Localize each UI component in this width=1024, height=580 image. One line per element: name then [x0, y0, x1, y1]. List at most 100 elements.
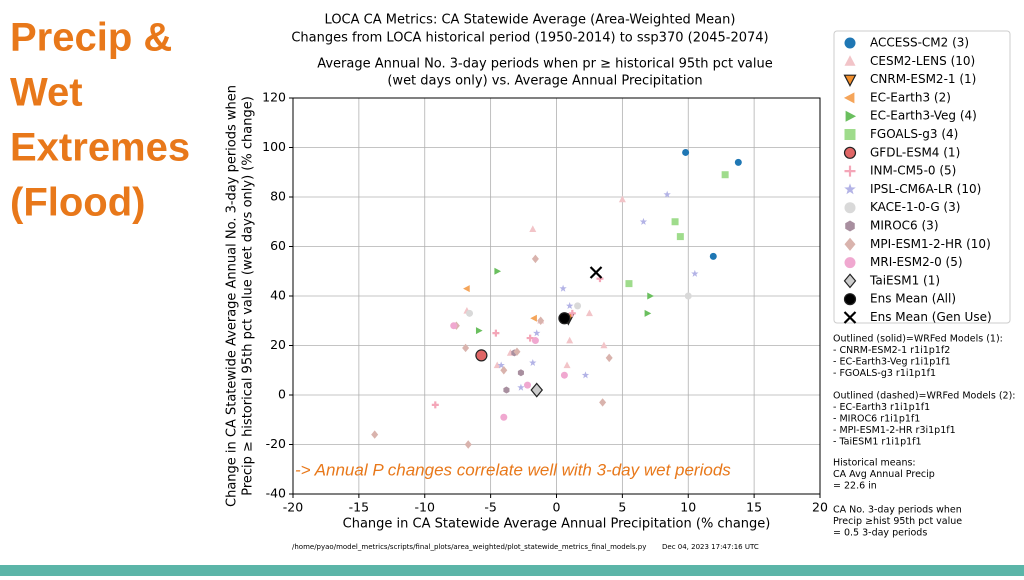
y-axis-label: Precip ≥ historical 95th pct value (wet …: [241, 96, 256, 496]
legend-label: EC-Earth3 (2): [870, 90, 951, 104]
x-tick-label: -20: [283, 500, 303, 515]
legend-label: MIROC6 (3): [870, 219, 939, 233]
note: - CNRM-ESM2-1 r1i1p1f2: [833, 345, 950, 356]
note: - MIROC6 r1i1p1f1: [833, 414, 920, 425]
legend-marker: [843, 311, 857, 324]
note: CA Avg Annual Precip: [833, 469, 935, 480]
legend-marker: [843, 74, 857, 87]
marker: [600, 341, 608, 349]
legend-marker: [845, 220, 855, 232]
marker: [559, 284, 567, 292]
marker: [513, 347, 521, 356]
legend-label: MRI-ESM2-0 (5): [870, 255, 963, 269]
marker: [682, 148, 690, 156]
marker: [581, 371, 590, 379]
footer-bar: [0, 565, 1024, 576]
marker: [644, 309, 652, 317]
y-tick-label: 20: [270, 337, 286, 352]
marker: [529, 358, 537, 366]
marker: [500, 413, 508, 421]
slide-title: Extremes: [10, 126, 190, 170]
legend-label: ACCESS-CM2 (3): [870, 36, 969, 50]
legend-marker: [843, 273, 857, 289]
marker: [450, 322, 458, 330]
chart-title: LOCA CA Metrics: CA Statewide Average (A…: [325, 13, 736, 28]
legend-marker: [843, 92, 855, 104]
slide-title: Precip &: [10, 16, 172, 60]
y-tick-label: 0: [278, 387, 286, 402]
note: - EC-Earth3-Veg r1i1p1f1: [833, 357, 951, 368]
note: Outlined (dashed)=WRFed Models (2):: [833, 391, 1015, 402]
legend-label: Ens Mean (All): [870, 292, 956, 306]
y-tick-label: 80: [270, 189, 286, 204]
note: CA No. 3-day periods when: [833, 505, 962, 516]
y-tick-label: 100: [262, 139, 286, 154]
marker: [497, 361, 505, 369]
marker: [475, 327, 483, 335]
plot-frame: [292, 97, 821, 495]
marker: [531, 254, 539, 264]
footer-time: Dec 04, 2023 17:47:16 UTC: [662, 543, 759, 551]
marker: [589, 266, 603, 279]
marker: [563, 361, 571, 369]
x-axis-label: Change in CA Statewide Average Annual Pr…: [343, 517, 771, 532]
marker: [618, 195, 626, 203]
marker: [734, 158, 742, 166]
marker: [691, 269, 699, 277]
marker: [466, 309, 474, 317]
marker: [537, 316, 545, 325]
legend-label: KACE-1-0-G (3): [870, 200, 960, 214]
legend-label: TaiESM1 (1): [869, 273, 940, 287]
marker: [371, 430, 379, 439]
note: Precip ≥hist 95th pct value: [833, 516, 962, 527]
marker: [709, 252, 717, 260]
legend-marker: [843, 146, 857, 159]
marker: [475, 349, 488, 362]
legend-label: IPSL-CM6A-LR (10): [870, 182, 981, 196]
marker: [558, 312, 571, 325]
chart-title: Changes from LOCA historical period (195…: [291, 31, 768, 46]
legend-marker: [845, 110, 857, 122]
marker: [560, 371, 568, 379]
marker: [585, 309, 593, 317]
marker: [517, 369, 524, 377]
marker: [663, 190, 671, 198]
y-tick-label: 60: [270, 238, 286, 253]
x-tick-label: -10: [415, 500, 435, 515]
note: Historical means:: [833, 458, 916, 469]
marker: [492, 329, 500, 337]
legend-box: [833, 30, 1011, 324]
legend-marker: [844, 257, 856, 269]
marker: [503, 386, 510, 394]
marker: [463, 285, 470, 293]
x-tick-label: -5: [484, 500, 496, 515]
legend-label: Ens Mean (Gen Use): [870, 310, 992, 324]
legend-label: FGOALS-g3 (4): [870, 127, 958, 141]
x-tick-label: 15: [746, 500, 762, 515]
legend-marker: [844, 165, 856, 177]
marker: [464, 440, 472, 449]
marker: [494, 267, 502, 275]
legend-marker: [844, 237, 856, 251]
marker: [530, 314, 537, 322]
note: - EC-Earth3 r1i1p1f1: [833, 402, 930, 413]
y-tick-label: 120: [262, 90, 286, 105]
chart-subtitle: Average Annual No. 3-day periods when pr…: [317, 57, 773, 72]
marker: [684, 292, 692, 300]
marker: [462, 343, 470, 353]
note: = 0.5 3-day periods: [833, 528, 927, 539]
legend-marker: [844, 202, 856, 214]
legend-label: CNRM-ESM2-1 (1): [870, 72, 976, 86]
marker: [533, 329, 541, 337]
legend-label: CESM2-LENS (10): [870, 54, 975, 68]
slide-title: (Flood): [10, 181, 146, 225]
y-axis-label: Change in CA Statewide Average Annual No…: [225, 85, 240, 507]
marker: [721, 171, 729, 179]
marker: [568, 309, 576, 317]
note: - FGOALS-g3 r1i1p1f1: [833, 368, 936, 379]
marker: [500, 366, 508, 375]
legend-marker: [844, 129, 856, 140]
marker: [529, 225, 537, 232]
legend-marker: [844, 55, 856, 66]
